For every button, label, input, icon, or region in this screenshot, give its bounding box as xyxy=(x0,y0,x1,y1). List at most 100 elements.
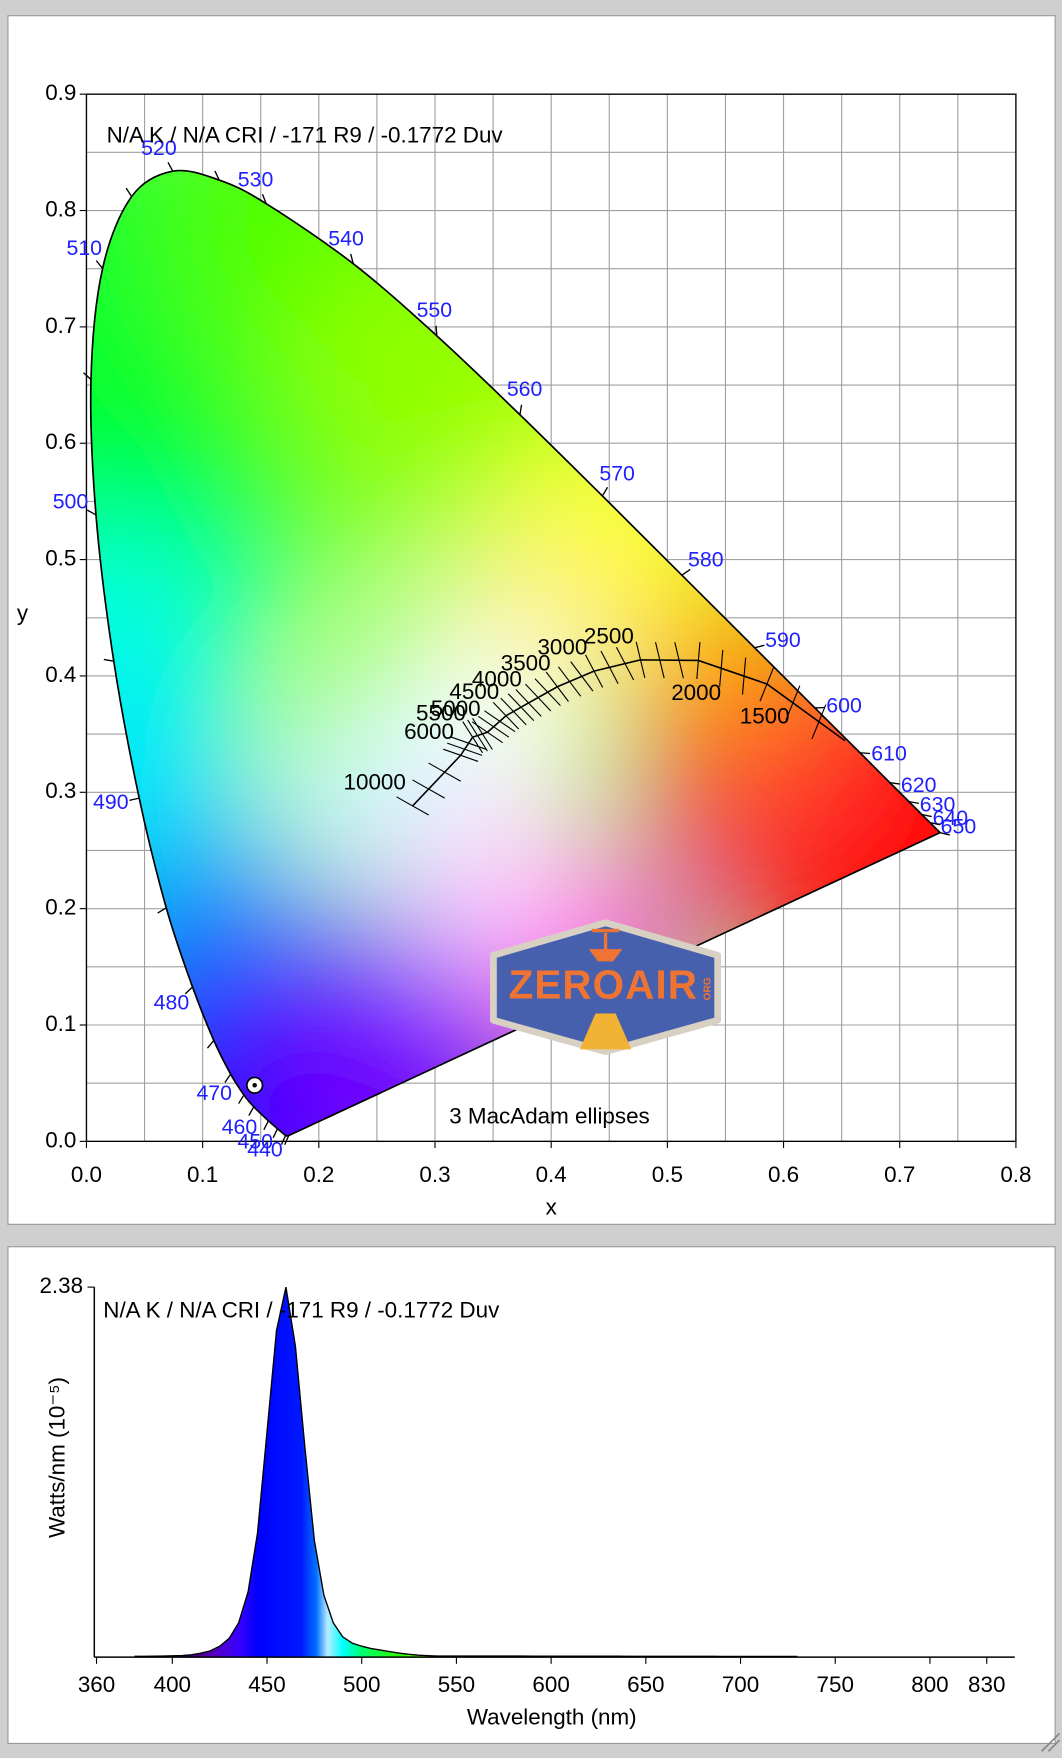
wavelength-label: 560 xyxy=(507,377,543,401)
cct-label: 5500 xyxy=(416,701,466,726)
isotherm xyxy=(741,657,747,695)
cct-label: 2000 xyxy=(671,680,721,705)
watermark-road xyxy=(579,1013,632,1050)
y-tick-label: 0.4 xyxy=(45,662,76,687)
wavelength-label: 640 xyxy=(933,806,969,830)
locus-tick xyxy=(167,162,174,172)
y-axis-label: y xyxy=(17,600,29,625)
isotherm xyxy=(635,641,646,678)
isotherm xyxy=(478,715,510,738)
isotherm xyxy=(484,710,516,733)
isotherm xyxy=(570,661,594,692)
x-tick-label: 830 xyxy=(968,1672,1005,1697)
x-tick-label: 500 xyxy=(343,1672,380,1697)
wavelength-label: 490 xyxy=(93,790,129,814)
isotherm xyxy=(600,650,619,685)
wavelength-label: 540 xyxy=(328,226,364,250)
isotherm xyxy=(811,704,827,740)
isotherm xyxy=(412,779,445,799)
y-tick-label: 0.7 xyxy=(45,313,76,338)
watermark-text: ZEROAIR xyxy=(509,961,698,1007)
wavelength-label: 650 xyxy=(941,814,977,838)
isotherm xyxy=(545,671,569,702)
isotherm xyxy=(615,647,635,681)
wavelength-label: 450 xyxy=(237,1129,273,1153)
locus-tick xyxy=(754,644,765,649)
y-tick-label: 0.8 xyxy=(45,196,76,221)
locus-tick xyxy=(83,372,92,380)
y-tick-label: 0.1 xyxy=(45,1011,76,1036)
watermark-badge xyxy=(490,919,722,1056)
locus-tick xyxy=(103,658,114,662)
cct-label: 2500 xyxy=(584,623,634,648)
locus-tick xyxy=(681,568,691,576)
isotherm xyxy=(447,742,483,756)
wavelength-label: 480 xyxy=(154,991,190,1015)
isotherm xyxy=(472,717,493,750)
wavelength-label: 600 xyxy=(826,694,862,718)
watermark-icon xyxy=(588,928,623,962)
locus-tick xyxy=(929,821,940,826)
spectrum-area xyxy=(134,1287,798,1658)
x-tick-label: 0.7 xyxy=(884,1162,915,1187)
wavelength-label: 460 xyxy=(222,1115,258,1139)
cct-label: 1500 xyxy=(740,704,790,729)
wavelength-label: 440 xyxy=(247,1138,283,1162)
gamut-blob xyxy=(403,795,583,976)
locus-tick xyxy=(921,813,932,818)
x-tick-label: 0.6 xyxy=(768,1162,799,1187)
locus-tick xyxy=(601,486,609,497)
x-tick-label: 0.1 xyxy=(187,1162,218,1187)
wavelength-label: 630 xyxy=(920,793,956,817)
locus-tick xyxy=(261,194,267,204)
locus-tick xyxy=(284,1135,290,1146)
locus-tick xyxy=(272,1128,279,1139)
x-tick-label: 450 xyxy=(248,1672,285,1697)
resize-grip[interactable] xyxy=(1041,1732,1061,1752)
locus-tick xyxy=(214,170,220,181)
isotherm xyxy=(719,649,724,687)
cct-label: 6000 xyxy=(404,719,454,744)
isotherm xyxy=(451,736,487,750)
x-tick-label: 0.8 xyxy=(1000,1162,1031,1187)
wavelength-label: 620 xyxy=(901,773,937,797)
locus-tick xyxy=(184,986,193,995)
y-tick-label: 0.5 xyxy=(45,546,76,571)
isotherm xyxy=(674,642,684,679)
planckian-locus xyxy=(412,659,846,807)
y-axis-label: Watts/nm (10⁻⁵) xyxy=(44,1377,69,1538)
y-tick-label: 2.38 xyxy=(39,1273,83,1298)
wavelength-label: 470 xyxy=(196,1081,232,1105)
wavelength-label: 550 xyxy=(417,298,453,322)
y-tick-label: 0.2 xyxy=(45,895,76,920)
watermark: ZEROAIR ORG xyxy=(490,919,722,1056)
isotherm xyxy=(396,796,429,816)
isotherm xyxy=(462,721,484,754)
locus-tick xyxy=(125,187,133,197)
y-tick-label: 0.6 xyxy=(45,429,76,454)
locus-tick xyxy=(859,752,871,755)
locus-tick xyxy=(435,325,438,336)
chart-annotation: N/A K / N/A CRI / -171 R9 / -0.1772 Duv xyxy=(107,123,504,148)
isotherm xyxy=(443,748,479,762)
isotherm xyxy=(557,666,582,697)
x-tick-label: 650 xyxy=(627,1672,664,1697)
spectrum-line xyxy=(134,1286,798,1658)
isotherm xyxy=(467,719,488,752)
locus-tick xyxy=(224,1073,232,1083)
locus-tick xyxy=(889,781,900,785)
x-tick-label: 400 xyxy=(154,1672,191,1697)
y-tick-label: 0.9 xyxy=(45,80,76,105)
locus-tick xyxy=(263,1120,269,1131)
locus-tick xyxy=(157,907,167,914)
x-tick-label: 800 xyxy=(911,1672,948,1697)
isotherm xyxy=(696,641,701,679)
x-tick-label: 0.0 xyxy=(71,1162,102,1187)
isotherm xyxy=(492,701,520,730)
isotherm xyxy=(428,762,462,782)
x-tick-label: 0.3 xyxy=(419,1162,450,1187)
cct-label: 4000 xyxy=(472,666,522,691)
isotherm xyxy=(515,689,542,717)
